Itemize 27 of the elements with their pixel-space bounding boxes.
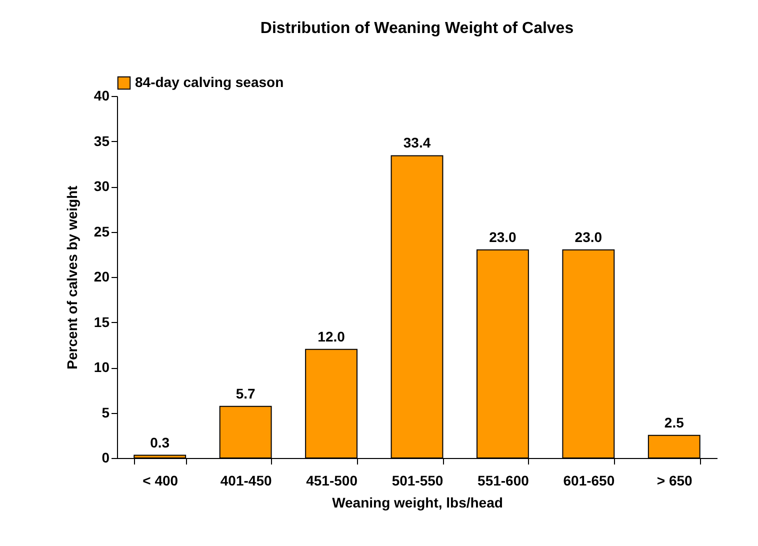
data-label: 5.7 [236, 385, 256, 402]
y-tick-label: 5 [102, 404, 110, 420]
x-tick-label: 601-650 [563, 472, 615, 488]
y-tick-label: 10 [94, 359, 110, 375]
data-label: 12.0 [318, 328, 346, 344]
y-tick-label: 25 [94, 223, 110, 240]
y-tick-label: 15 [94, 314, 110, 330]
y-axis-title: Percent of calves by weight [64, 185, 80, 370]
data-label: 23.0 [574, 228, 602, 245]
x-tick-label: 501-550 [392, 472, 444, 488]
x-tick-label: 401-450 [220, 472, 272, 488]
y-tick-label: 35 [94, 132, 110, 149]
y-tick-label: 0 [102, 450, 110, 466]
data-label: 23.0 [489, 228, 517, 245]
chart-title: Distribution of Weaning Weight of Calves [260, 20, 574, 37]
y-tick-label: 20 [94, 268, 110, 284]
legend-label: 84-day calving season [135, 74, 284, 90]
data-label: 2.5 [664, 414, 684, 430]
data-label: 0.3 [150, 434, 170, 450]
x-tick-label: 451-500 [306, 472, 358, 488]
y-tick-label: 40 [94, 88, 110, 104]
data-label: 33.4 [403, 134, 431, 151]
y-tick-label: 30 [94, 178, 110, 194]
x-tick-label: 551-600 [478, 472, 530, 488]
x-axis-title: Weaning weight, lbs/head [332, 494, 503, 510]
x-tick-label: > 650 [656, 472, 693, 488]
x-tick-label: < 400 [142, 472, 178, 488]
